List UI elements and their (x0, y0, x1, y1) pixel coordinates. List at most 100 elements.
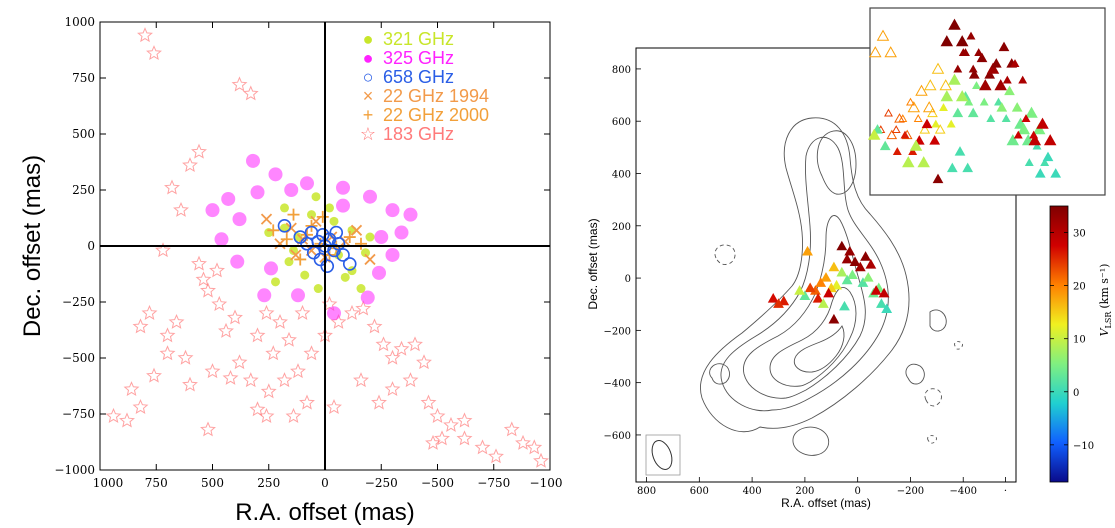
data-point-183-ghz (211, 295, 228, 311)
inset-maser-spot (940, 90, 954, 102)
legend-label: 22 GHz 2000 (383, 105, 489, 125)
left-x-tick-label: 1000 (93, 476, 124, 490)
data-point-183-ghz (227, 309, 243, 325)
data-point-183-ghz (281, 331, 297, 347)
legend-symbol: ● (363, 29, 374, 49)
data-point-183-ghz (182, 376, 198, 392)
colorbar-tick-label: 0 (1073, 388, 1079, 399)
maser-spot (878, 287, 890, 298)
data-point-321-ghz (365, 232, 375, 242)
data-point-22-ghz-1994 (260, 213, 273, 225)
inset-maser-spot (931, 62, 945, 74)
legend-symbol: × (363, 86, 374, 106)
data-point-183-ghz (272, 313, 288, 329)
left-x-tick-label: −750 (477, 476, 510, 490)
contour-outer (700, 117, 910, 433)
inset-maser-spot (967, 107, 979, 118)
inset-maser-spot (929, 135, 941, 145)
data-point-22-ghz-1994 (350, 224, 363, 236)
right-x-tick-label: · (1004, 486, 1007, 497)
inset-maser-spot (867, 128, 881, 140)
data-point-321-ghz (293, 232, 303, 242)
inset-maser-spot (1043, 134, 1057, 146)
right-x-ticks: 800 600 400 200 0 −200 −400 · (637, 477, 1007, 497)
inset-maser-spot (939, 103, 948, 111)
data-point-183-ghz (294, 304, 311, 320)
right-x-tick-label: 600 (690, 486, 709, 497)
maser-spot (857, 277, 869, 287)
data-point-321-ghz (280, 223, 289, 233)
data-point-183-ghz (200, 421, 216, 437)
data-point-183-ghz (260, 383, 277, 399)
inset-maser-spot (979, 79, 992, 91)
data-point-183-ghz (177, 349, 194, 365)
maser-spot (846, 269, 858, 280)
inset-maser-spot (968, 69, 980, 79)
data-point-183-ghz (402, 372, 419, 388)
inset-maser-spot (876, 29, 890, 41)
beam-box (645, 434, 681, 476)
contour-left-blob (709, 363, 730, 385)
inset-maser-spot (972, 81, 981, 89)
data-point-183-ghz (303, 345, 320, 361)
legend-symbol: ● (363, 48, 374, 68)
inset-maser-spot (869, 46, 882, 58)
data-point-325-ghz (264, 261, 278, 276)
data-point-325-ghz (250, 185, 265, 200)
right-y-tick-label: −200 (604, 326, 631, 337)
left-x-tick-label: 500 (201, 476, 224, 490)
maser-spot (881, 303, 893, 314)
right-y-tick-label: 600 (612, 117, 631, 128)
data-point-22-ghz-2000 (280, 233, 293, 246)
data-point-325-ghz (257, 288, 272, 303)
inset-maser-spot (966, 31, 976, 40)
data-point-183-ghz (249, 401, 266, 417)
data-point-183-ghz (119, 412, 135, 428)
inset-maser-spot (900, 130, 910, 139)
data-point-658-ghz (293, 230, 308, 244)
data-point-183-ghz (159, 327, 176, 343)
left-legend: ● 321 GHz ● 325 GHz ○ 658 GHz × 22 GHz 1994 + 22 … (360, 29, 489, 144)
inset-maser-spot (986, 114, 996, 122)
data-point-183-ghz (191, 143, 207, 159)
data-point-22-ghz-2000 (343, 231, 356, 244)
data-point-325-ghz (214, 232, 229, 247)
data-point-325-ghz (327, 306, 341, 321)
inset-maser-spot (940, 35, 954, 47)
data-point-183-ghz (474, 439, 491, 455)
data-point-325-ghz (221, 191, 236, 206)
data-point-22-ghz-2000 (355, 237, 367, 250)
maser-spot (860, 251, 871, 261)
data-point-183-ghz (503, 421, 520, 437)
left-y-tick-label: −1000 (54, 463, 95, 477)
velocity-colorbar: 30 20 10 0 −10 VLSR (km s⁻¹) (1049, 205, 1113, 483)
maser-spot (815, 277, 827, 287)
data-point-183-ghz (123, 381, 140, 397)
right-x-tick-label: −200 (897, 486, 924, 497)
data-point-658-ghz (336, 248, 350, 262)
left-y-axis-label: Dec. offset (mas) (19, 155, 46, 337)
left-y-tick-label: −500 (62, 351, 95, 365)
data-point-183-ghz (195, 271, 212, 287)
inset-maser-spot (1002, 75, 1012, 84)
data-point-183-ghz (425, 434, 441, 450)
data-point-183-ghz (375, 336, 392, 352)
maser-spot (767, 292, 779, 303)
inset-maser-spot (1025, 106, 1038, 118)
data-point-321-ghz (300, 270, 310, 280)
data-point-325-ghz (268, 167, 283, 182)
inset-maser-spot (984, 69, 996, 79)
contour-dashed-3 (927, 435, 937, 444)
left-y-tick-label: −750 (62, 407, 95, 421)
left-plot-marks (105, 27, 549, 468)
left-y-ticks: 1000 750 500 250 0 −250 −500 −750 −1000 (54, 15, 550, 477)
inset-maser-spot (1042, 151, 1054, 162)
inset-maser-spot (922, 101, 936, 113)
maser-spot (820, 272, 832, 282)
data-point-183-ghz (407, 336, 423, 352)
right-contour-lines (700, 117, 963, 456)
data-point-183-ghz (456, 412, 473, 428)
inset-maser-spot (1001, 114, 1011, 122)
inset-maser-spot (884, 108, 893, 117)
data-point-183-ghz (222, 369, 239, 385)
